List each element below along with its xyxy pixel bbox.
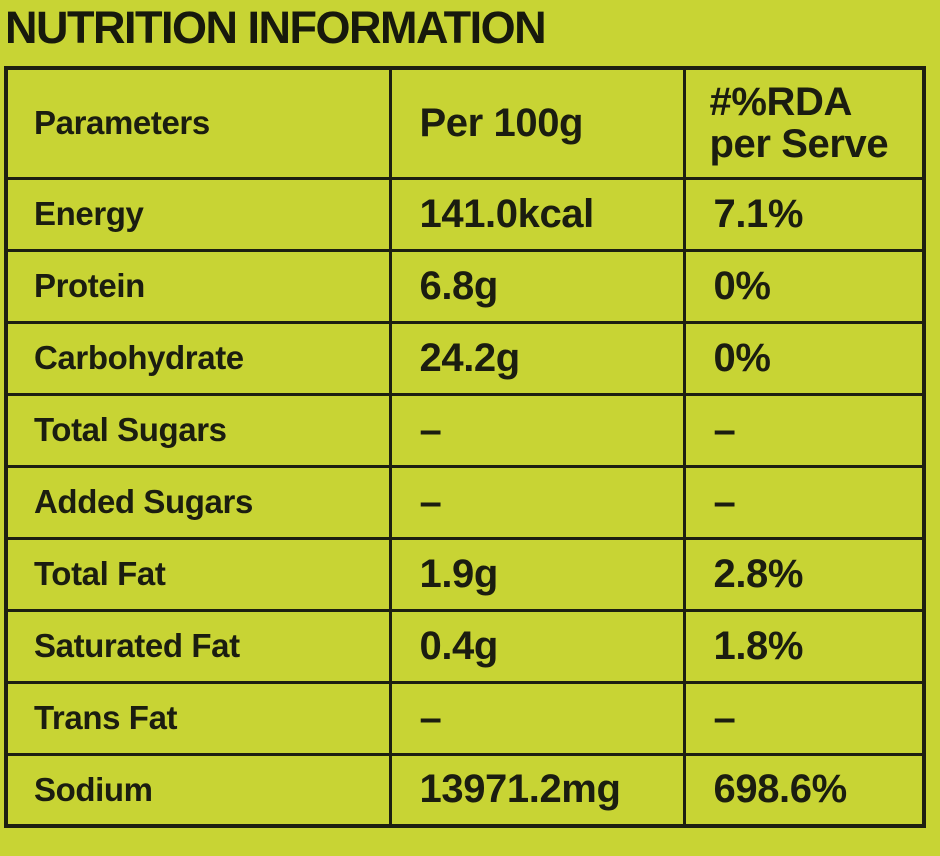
parameter-cell: Total Sugars bbox=[4, 392, 392, 468]
rda-cell: – bbox=[682, 392, 926, 468]
page-title: NUTRITION INFORMATION bbox=[5, 2, 547, 53]
rda-header-line2: per Serve bbox=[709, 122, 889, 167]
rda-cell: – bbox=[682, 464, 926, 540]
rda-cell: 0% bbox=[682, 320, 926, 396]
rda-cell: 7.1% bbox=[682, 176, 926, 252]
per-100g-cell: – bbox=[388, 464, 686, 540]
column-header-rda-per-serve: #%RDA per Serve bbox=[682, 66, 926, 180]
rda-header-line1: #%RDA bbox=[709, 80, 853, 125]
table-row-total-sugars: Total Sugars – – bbox=[4, 392, 926, 468]
parameter-cell: Protein bbox=[4, 248, 392, 324]
table-row-protein: Protein 6.8g 0% bbox=[4, 248, 926, 324]
per-100g-cell: 6.8g bbox=[388, 248, 686, 324]
per-100g-cell: 141.0kcal bbox=[388, 176, 686, 252]
table-row-added-sugars: Added Sugars – – bbox=[4, 464, 926, 540]
rda-cell: 698.6% bbox=[682, 752, 926, 828]
table-row-trans-fat: Trans Fat – – bbox=[4, 680, 926, 756]
per-100g-cell: 1.9g bbox=[388, 536, 686, 612]
parameter-cell: Total Fat bbox=[4, 536, 392, 612]
table-row-energy: Energy 141.0kcal 7.1% bbox=[4, 176, 926, 252]
table-row-saturated-fat: Saturated Fat 0.4g 1.8% bbox=[4, 608, 926, 684]
nutrition-table: Parameters Per 100g #%RDA per Serve Ener… bbox=[4, 66, 926, 828]
rda-cell: 0% bbox=[682, 248, 926, 324]
per-100g-cell: 24.2g bbox=[388, 320, 686, 396]
rda-cell: – bbox=[682, 680, 926, 756]
column-header-per-100g: Per 100g bbox=[388, 66, 686, 180]
rda-cell: 1.8% bbox=[682, 608, 926, 684]
parameter-cell: Saturated Fat bbox=[4, 608, 392, 684]
per-100g-cell: 0.4g bbox=[388, 608, 686, 684]
column-header-parameters: Parameters bbox=[4, 66, 392, 180]
table-row-carbohydrate: Carbohydrate 24.2g 0% bbox=[4, 320, 926, 396]
per-100g-cell: – bbox=[388, 392, 686, 468]
parameter-cell: Energy bbox=[4, 176, 392, 252]
per-100g-cell: – bbox=[388, 680, 686, 756]
parameter-cell: Carbohydrate bbox=[4, 320, 392, 396]
per-100g-cell: 13971.2mg bbox=[388, 752, 686, 828]
table-row-total-fat: Total Fat 1.9g 2.8% bbox=[4, 536, 926, 612]
parameter-cell: Sodium bbox=[4, 752, 392, 828]
header-row: Parameters Per 100g #%RDA per Serve bbox=[4, 66, 926, 180]
rda-cell: 2.8% bbox=[682, 536, 926, 612]
table-row-sodium: Sodium 13971.2mg 698.6% bbox=[4, 752, 926, 828]
parameter-cell: Added Sugars bbox=[4, 464, 392, 540]
parameter-cell: Trans Fat bbox=[4, 680, 392, 756]
